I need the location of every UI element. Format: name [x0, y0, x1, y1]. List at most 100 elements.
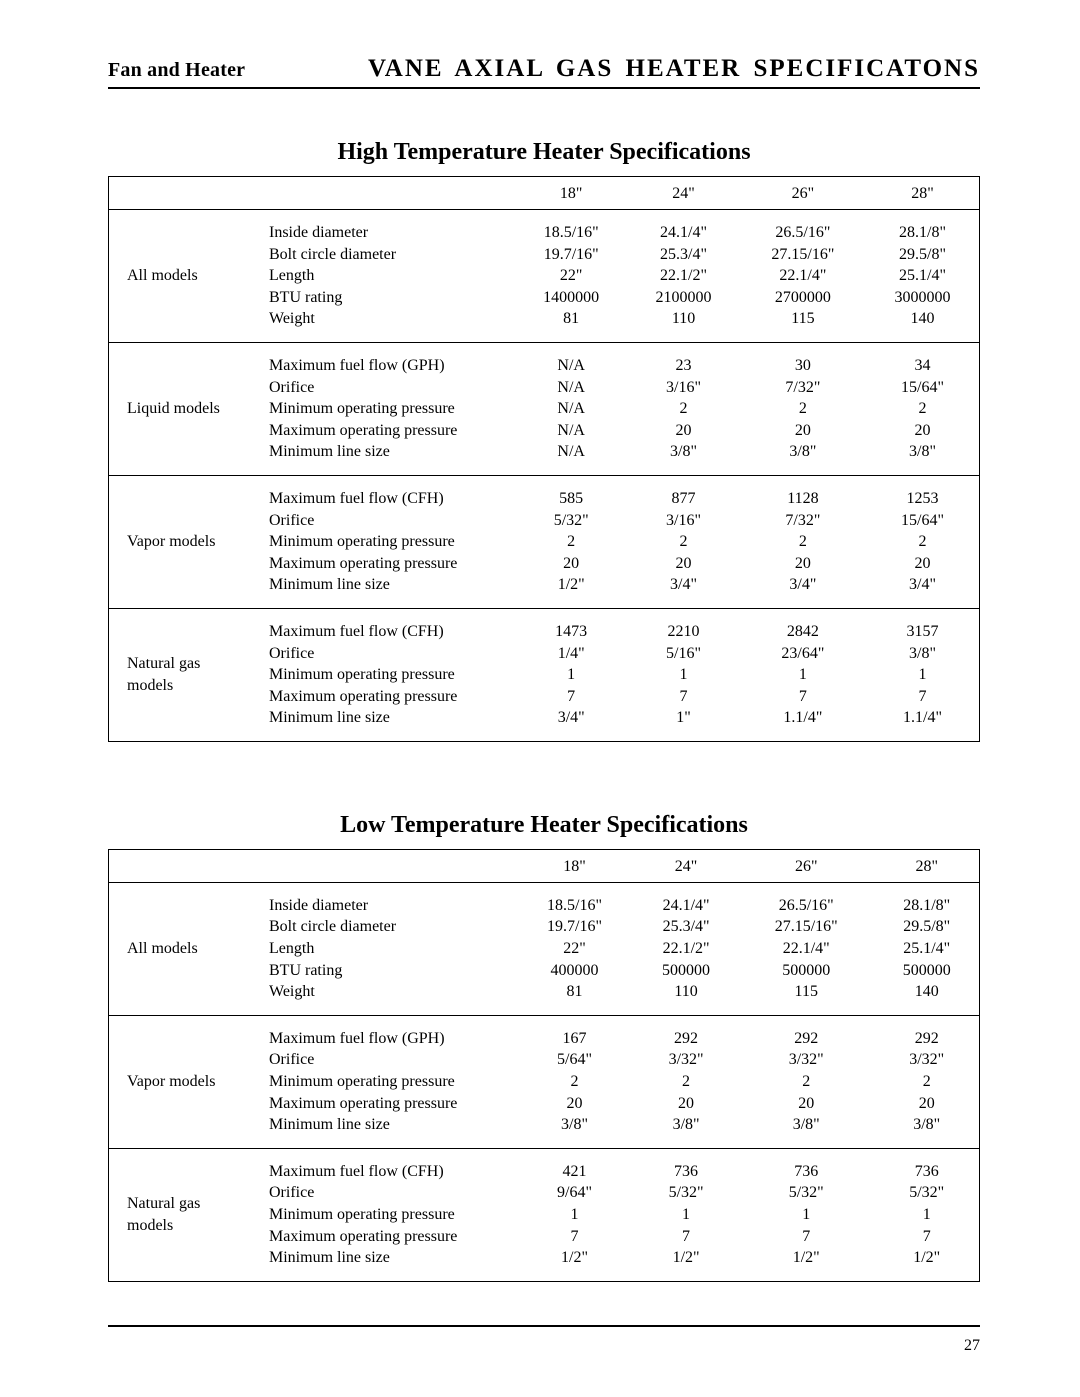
value-line: N/A [515, 355, 627, 377]
value-line: 2700000 [740, 287, 866, 309]
value-line: 7 [515, 1226, 634, 1248]
category-line: Liquid models [127, 398, 269, 420]
value-cell: 14731/4"173/4" [515, 608, 627, 741]
param-line: Minimum operating pressure [269, 1071, 515, 1093]
table-title: High Temperature Heater Specifications [108, 139, 980, 166]
value-line: 24.1/4" [634, 895, 738, 917]
value-cell: 26.5/16"27.15/16"22.1/4"2700000115 [740, 210, 866, 343]
value-line: 2 [515, 1071, 634, 1093]
value-cell: 4219/64"171/2" [515, 1148, 634, 1281]
category-cell: Natural gasmodels [109, 1148, 270, 1281]
value-line: 140 [866, 308, 979, 330]
value-line: 25.3/4" [634, 916, 738, 938]
header-blank [109, 177, 516, 210]
value-line: 292 [634, 1028, 738, 1050]
value-line: 1/2" [634, 1247, 738, 1269]
param-line: Maximum fuel flow (GPH) [269, 355, 515, 377]
value-line: 23/64" [740, 643, 866, 665]
param-line: Maximum operating pressure [269, 553, 515, 575]
column-header: 18" [515, 849, 634, 882]
param-line: Maximum operating pressure [269, 686, 515, 708]
value-line: 7 [874, 1226, 979, 1248]
param-cell: Maximum fuel flow (GPH)OrificeMinimum op… [269, 1015, 515, 1148]
value-line: 1 [627, 664, 739, 686]
value-line: 1 [634, 1204, 738, 1226]
value-cell: 2923/32"2203/8" [738, 1015, 874, 1148]
value-line: 20 [866, 420, 979, 442]
value-line: 3/8" [866, 643, 979, 665]
value-line: 3/4" [627, 574, 739, 596]
value-line: 5/32" [738, 1182, 874, 1204]
spec-table: 18"24"26"28"All modelsInside diameterBol… [108, 176, 980, 742]
column-header: 26" [738, 849, 874, 882]
value-line: 1/2" [515, 574, 627, 596]
param-line: BTU rating [269, 287, 515, 309]
value-line: 736 [874, 1161, 979, 1183]
category-cell: Liquid models [109, 342, 270, 475]
value-cell: 11287/32"2203/4" [740, 475, 866, 608]
value-cell: 3415/64"2203/8" [866, 342, 979, 475]
value-line: 3/8" [874, 1114, 979, 1136]
value-line: 25.1/4" [866, 265, 979, 287]
value-line: 20 [627, 420, 739, 442]
value-line: 140 [874, 981, 979, 1003]
column-header: 24" [627, 177, 739, 210]
category-cell: Vapor models [109, 1015, 270, 1148]
category-line: Natural gas [127, 1193, 269, 1215]
param-line: Maximum operating pressure [269, 1093, 515, 1115]
value-cell: 2923/32"2203/8" [874, 1015, 979, 1148]
value-line: 1 [740, 664, 866, 686]
value-line: 2 [740, 398, 866, 420]
column-header: 18" [515, 177, 627, 210]
param-line: Orifice [269, 377, 515, 399]
param-cell: Maximum fuel flow (CFH)OrificeMinimum op… [269, 608, 515, 741]
value-line: 3/32" [634, 1049, 738, 1071]
footer-rule [108, 1325, 980, 1327]
page-header: Fan and Heater VANE AXIAL GAS HEATER SPE… [108, 55, 980, 89]
value-line: 2 [866, 531, 979, 553]
param-line: Length [269, 265, 515, 287]
value-line: 3/8" [866, 441, 979, 463]
value-cell: 2923/32"2203/8" [634, 1015, 738, 1148]
value-line: 29.5/8" [874, 916, 979, 938]
param-cell: Maximum fuel flow (CFH)OrificeMinimum op… [269, 1148, 515, 1281]
param-line: Orifice [269, 1182, 515, 1204]
param-line: Maximum fuel flow (CFH) [269, 488, 515, 510]
value-line: 22" [515, 938, 634, 960]
param-line: Inside diameter [269, 895, 515, 917]
value-line: 20 [627, 553, 739, 575]
value-cell: 233/16"2203/8" [627, 342, 739, 475]
value-line: 500000 [738, 960, 874, 982]
value-line: 3000000 [866, 287, 979, 309]
value-line: 2 [874, 1071, 979, 1093]
category-line: All models [127, 938, 269, 960]
value-line: 1/2" [874, 1247, 979, 1269]
value-cell: 5855/32"2201/2" [515, 475, 627, 608]
value-line: 27.15/16" [738, 916, 874, 938]
value-cell: 307/32"2203/8" [740, 342, 866, 475]
value-line: 736 [738, 1161, 874, 1183]
value-line: 9/64" [515, 1182, 634, 1204]
value-line: 1 [738, 1204, 874, 1226]
column-header: 28" [874, 849, 979, 882]
value-line: 1 [874, 1204, 979, 1226]
value-line: 20 [740, 553, 866, 575]
category-cell: All models [109, 882, 270, 1015]
value-line: 81 [515, 308, 627, 330]
column-header: 24" [634, 849, 738, 882]
param-cell: Maximum fuel flow (GPH)OrificeMinimum op… [269, 342, 515, 475]
value-cell: 28.1/8"29.5/8"25.1/4"3000000140 [866, 210, 979, 343]
value-line: 7 [627, 686, 739, 708]
value-cell: 18.5/16"19.7/16"22"140000081 [515, 210, 627, 343]
header-blank [109, 849, 516, 882]
value-line: 23 [627, 355, 739, 377]
value-line: 3/8" [627, 441, 739, 463]
value-line: 7 [738, 1226, 874, 1248]
value-cell: 18.5/16"19.7/16"22"40000081 [515, 882, 634, 1015]
param-line: Maximum operating pressure [269, 1226, 515, 1248]
value-line: 115 [740, 308, 866, 330]
value-line: 28.1/8" [866, 222, 979, 244]
value-line: 28.1/8" [874, 895, 979, 917]
value-line: 1/2" [738, 1247, 874, 1269]
value-line: 3/8" [740, 441, 866, 463]
